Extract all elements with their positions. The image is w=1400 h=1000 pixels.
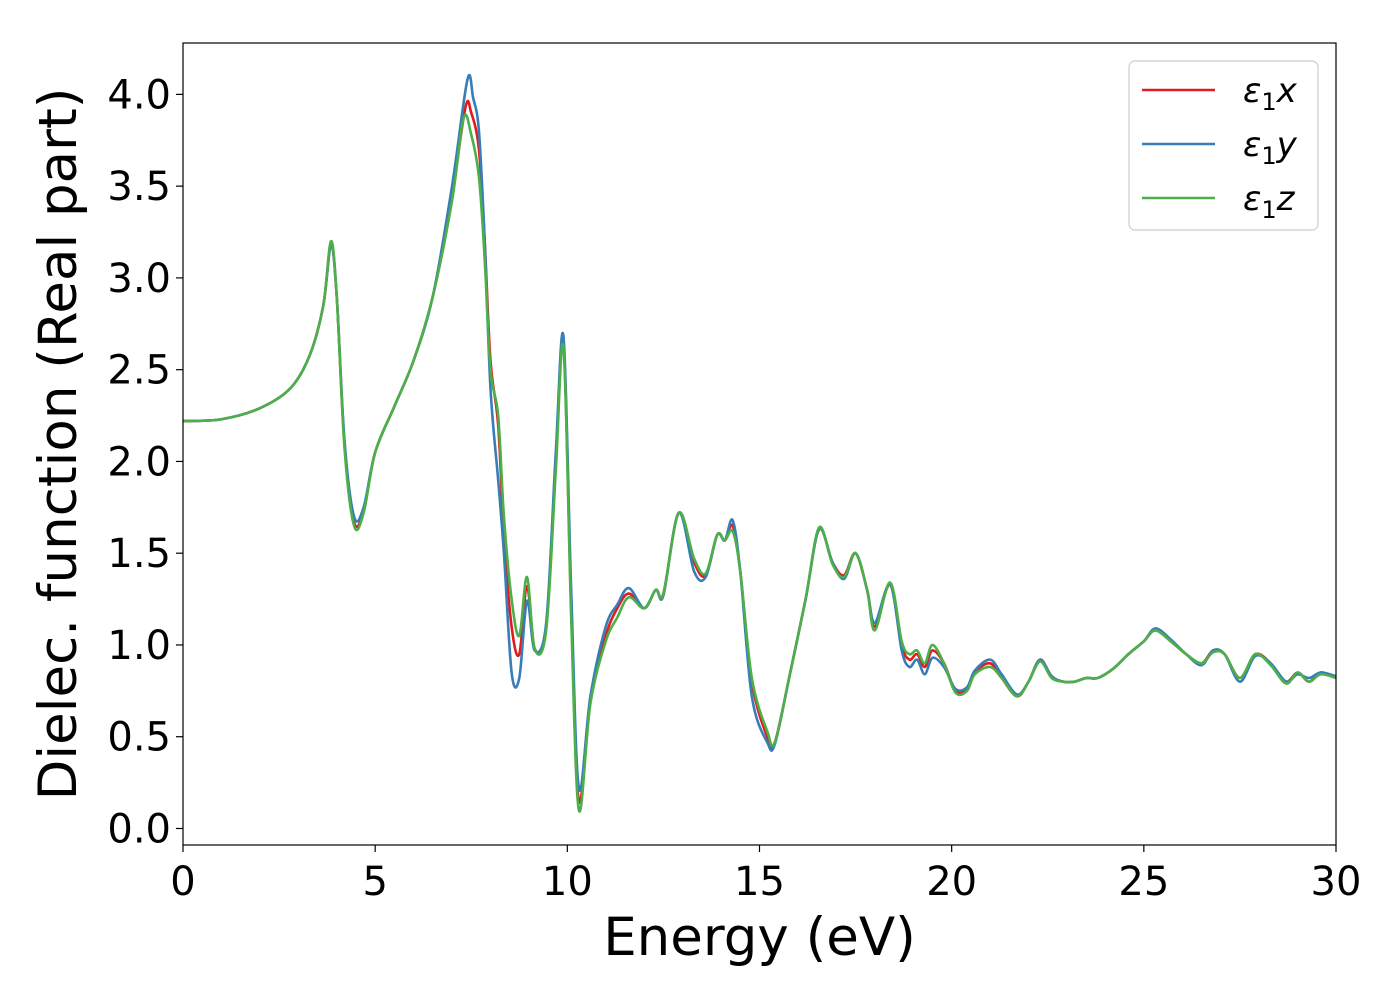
- x-axis-title: Energy (eV): [603, 907, 916, 968]
- y-tick-label: 2.0: [107, 439, 171, 485]
- legend: ε1x ε1y ε1z: [1128, 60, 1319, 231]
- y-tick-label: 1.0: [107, 623, 171, 669]
- x-tick-label: 10: [542, 859, 593, 905]
- y-tick-label: 0.5: [107, 715, 171, 761]
- x-tick-label: 0: [170, 859, 195, 905]
- y-tick-label: 2.5: [107, 348, 171, 394]
- y-axis: 0.0 0.5 1.0 1.5 2.0 2.5 3.0 3.5 4.0: [107, 72, 183, 852]
- x-tick-label: 15: [734, 859, 785, 905]
- y-tick-label: 1.5: [107, 531, 171, 577]
- series-line-z: [182, 113, 1337, 813]
- series-layer: [182, 73, 1337, 813]
- y-axis-title: Dielec. function (Real part): [28, 88, 89, 801]
- x-axis: 0 5 10 15 20 25 30: [170, 845, 1361, 905]
- x-tick-label: 30: [1311, 859, 1362, 905]
- x-tick-label: 25: [1118, 859, 1169, 905]
- y-tick-label: 3.0: [107, 256, 171, 302]
- y-tick-label: 0.0: [107, 806, 171, 852]
- y-tick-label: 3.5: [107, 164, 171, 210]
- legend-label-x: ε1x: [1243, 71, 1298, 116]
- legend-label-y: ε1y: [1243, 125, 1298, 170]
- legend-box: [1128, 60, 1319, 231]
- x-tick-label: 5: [362, 859, 387, 905]
- y-tick-label: 4.0: [107, 72, 171, 118]
- x-tick-label: 20: [926, 859, 977, 905]
- legend-label-z: ε1z: [1243, 179, 1296, 224]
